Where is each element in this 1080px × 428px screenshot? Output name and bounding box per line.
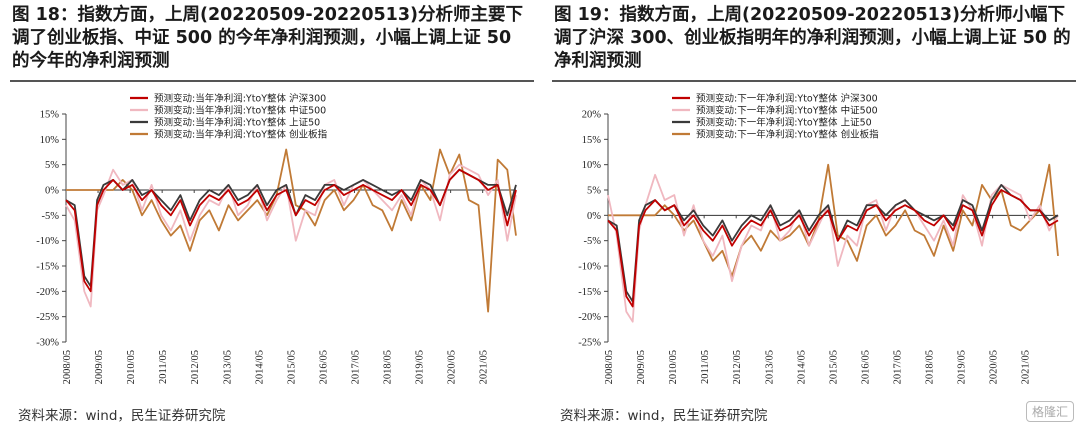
x-tick-label: 2013/05 bbox=[222, 350, 233, 384]
y-tick-label: -15% bbox=[578, 287, 601, 298]
x-tick-label: 2016/05 bbox=[318, 350, 329, 384]
y-tick-label: -20% bbox=[578, 312, 601, 323]
legend-label: 预测变动:当年净利润:YtoY整体 上证50 bbox=[154, 117, 320, 129]
watermark-logo: 格隆汇 bbox=[1025, 401, 1074, 422]
y-tick-label: 10% bbox=[40, 135, 60, 146]
x-tick-label: 2009/05 bbox=[636, 350, 647, 384]
x-tick-label: 2020/05 bbox=[989, 350, 1000, 384]
x-tick-label: 2017/05 bbox=[350, 350, 361, 384]
legend-label: 预测变动:当年净利润:YtoY整体 创业板指 bbox=[154, 129, 328, 141]
x-tick-label: 2021/05 bbox=[1021, 350, 1032, 384]
y-tick-label: -15% bbox=[36, 262, 59, 273]
x-tick-label: 2017/05 bbox=[892, 350, 903, 384]
x-tick-label: 2012/05 bbox=[732, 350, 743, 384]
legend-label: 预测变动:下一年净利润:YtoY整体 上证50 bbox=[696, 117, 872, 129]
y-tick-label: 0% bbox=[45, 186, 59, 197]
y-tick-label: -25% bbox=[578, 338, 601, 349]
x-tick-label: 2008/05 bbox=[604, 350, 615, 384]
x-tick-label: 2014/05 bbox=[254, 350, 265, 384]
series-line-cyb bbox=[66, 148, 517, 313]
x-tick-label: 2021/05 bbox=[479, 350, 490, 384]
y-tick-label: 5% bbox=[45, 160, 59, 171]
legend-label: 预测变动:下一年净利润:YtoY整体 中证500 bbox=[696, 105, 878, 117]
x-tick-label: 2014/05 bbox=[796, 350, 807, 384]
y-tick-label: -25% bbox=[36, 312, 59, 323]
title-divider bbox=[10, 80, 534, 82]
x-tick-label: 2018/05 bbox=[925, 350, 936, 384]
series-line-hs300 bbox=[65, 168, 517, 293]
y-tick-label: -20% bbox=[36, 287, 59, 298]
y-tick-label: -30% bbox=[36, 338, 59, 349]
x-tick-label: 2015/05 bbox=[286, 350, 297, 384]
y-tick-label: 0% bbox=[587, 211, 601, 222]
series-line-cyb bbox=[608, 163, 1059, 277]
x-tick-label: 2009/05 bbox=[94, 350, 105, 384]
title-divider bbox=[552, 80, 1076, 82]
legend-label: 预测变动:下一年净利润:YtoY整体 创业板指 bbox=[696, 129, 879, 141]
x-tick-label: 2012/05 bbox=[190, 350, 201, 384]
y-tick-label: 20% bbox=[582, 110, 602, 121]
legend-label: 预测变动:下一年净利润:YtoY整体 沪深300 bbox=[696, 93, 878, 105]
source-note: 资料来源：wind，民生证券研究院 bbox=[18, 408, 226, 424]
x-tick-label: 2019/05 bbox=[415, 350, 426, 384]
y-tick-label: 5% bbox=[587, 186, 601, 197]
line-chart: 15% 10% 5% 0% -5% -10% -15% -20% -25% -30%2008/05… bbox=[36, 93, 517, 384]
x-tick-label: 2013/05 bbox=[764, 350, 775, 384]
y-tick-label: 15% bbox=[582, 135, 602, 146]
y-tick-label: -10% bbox=[36, 236, 59, 247]
x-tick-label: 2010/05 bbox=[126, 350, 137, 384]
x-tick-label: 2019/05 bbox=[957, 350, 968, 384]
x-tick-label: 2016/05 bbox=[860, 350, 871, 384]
x-tick-label: 2018/05 bbox=[383, 350, 394, 384]
x-tick-label: 2011/05 bbox=[158, 350, 169, 384]
y-tick-label: -5% bbox=[42, 211, 60, 222]
line-chart: 20% 15% 10% 5% 0% -5% -10% -15% -20% -25%2008/05 2… bbox=[578, 93, 1059, 384]
series-line-hs300 bbox=[607, 189, 1059, 308]
x-tick-label: 2020/05 bbox=[447, 350, 458, 384]
y-tick-label: 10% bbox=[582, 160, 602, 171]
x-tick-label: 2008/05 bbox=[62, 350, 73, 384]
chart-title: 图 19：指数方面，上周(20220509-20220513)分析师小幅下调了沪… bbox=[554, 5, 1071, 71]
legend-label: 预测变动:当年净利润:YtoY整体 沪深300 bbox=[154, 93, 326, 105]
y-tick-label: 15% bbox=[40, 110, 60, 121]
x-tick-label: 2010/05 bbox=[668, 350, 679, 384]
x-tick-label: 2011/05 bbox=[700, 350, 711, 384]
source-note: 资料来源：wind，民生证券研究院 bbox=[560, 408, 768, 424]
y-tick-label: -5% bbox=[584, 236, 602, 247]
chart-title: 图 18：指数方面，上周(20220509-20220513)分析师主要下调了创… bbox=[12, 5, 524, 71]
legend-label: 预测变动:当年净利润:YtoY整体 中证500 bbox=[154, 105, 326, 117]
x-tick-label: 2015/05 bbox=[828, 350, 839, 384]
y-tick-label: -10% bbox=[578, 262, 601, 273]
chart-panel-left: 图 18：指数方面，上周(20220509-20220513)分析师主要下调了创… bbox=[10, 0, 538, 428]
chart-panel-right: 图 19：指数方面，上周(20220509-20220513)分析师小幅下调了沪… bbox=[552, 0, 1080, 428]
